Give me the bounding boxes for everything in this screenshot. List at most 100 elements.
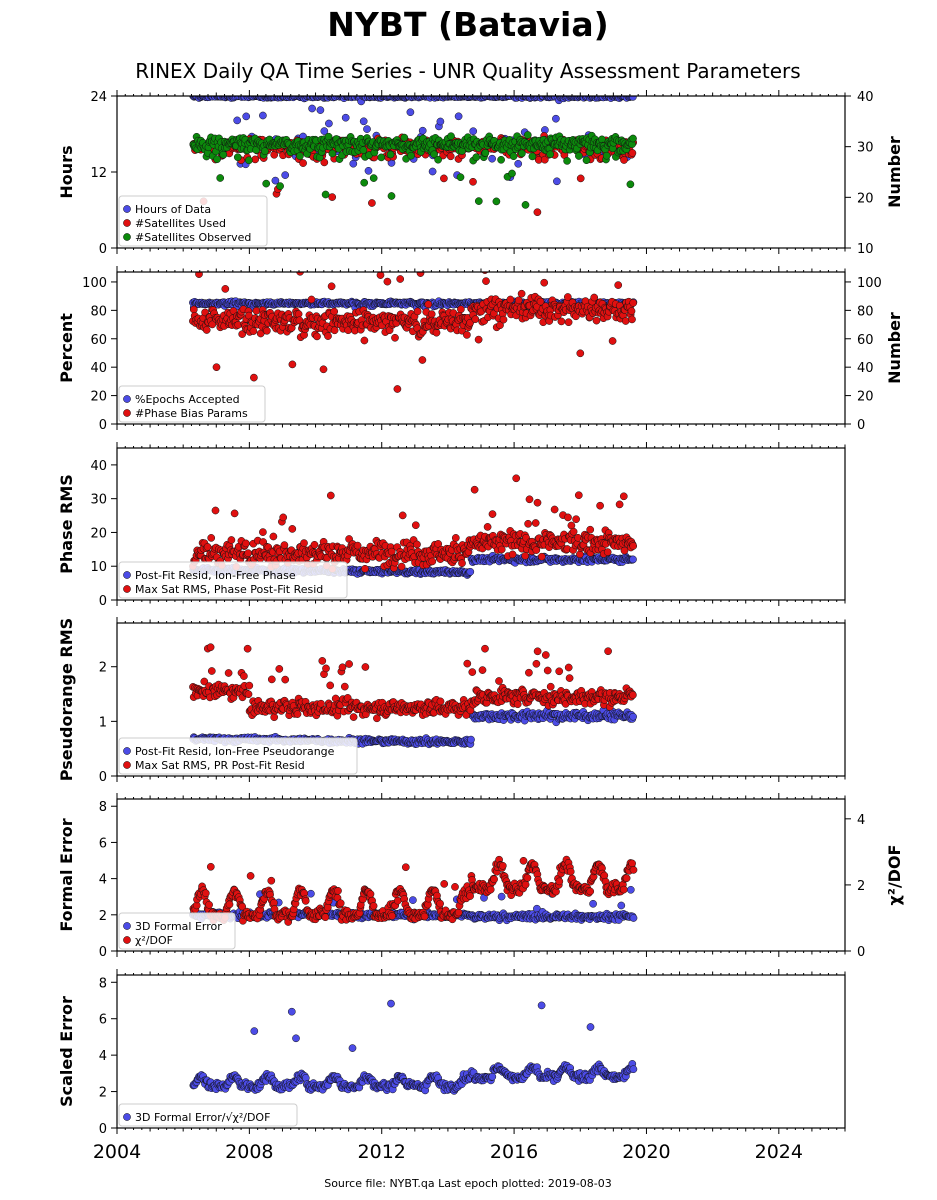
data-point xyxy=(398,511,407,520)
data-point xyxy=(629,299,638,307)
data-point xyxy=(586,525,595,534)
data-point xyxy=(469,177,477,186)
data-point xyxy=(523,131,532,139)
data-point xyxy=(615,500,624,509)
data-point xyxy=(576,174,585,183)
legend-label: %Epochs Accepted xyxy=(135,393,240,406)
data-point xyxy=(497,545,506,554)
data-point xyxy=(619,492,628,501)
data-point xyxy=(499,315,508,324)
data-point xyxy=(474,335,483,344)
data-point xyxy=(552,114,560,123)
data-point xyxy=(386,150,395,159)
data-point xyxy=(387,192,396,200)
series-2 xyxy=(189,244,638,393)
legend-marker xyxy=(123,409,131,417)
data-point xyxy=(353,541,362,550)
data-point xyxy=(318,657,327,665)
y2-tick-label: 30 xyxy=(857,141,874,156)
data-point xyxy=(472,153,481,162)
data-point xyxy=(629,134,637,143)
legend-label: Post-Fit Resid, Ion-Free Phase xyxy=(135,569,296,582)
data-point xyxy=(629,542,638,550)
data-point xyxy=(230,509,239,518)
data-point xyxy=(288,360,297,369)
data-point xyxy=(572,515,580,524)
legend-label: #Phase Bias Params xyxy=(135,407,248,420)
legend-label: Max Sat RMS, Phase Post-Fit Resid xyxy=(135,583,323,596)
data-point xyxy=(537,552,546,561)
y2-tick-label: 10 xyxy=(857,242,874,257)
data-point xyxy=(359,146,368,154)
y2-tick-label: 40 xyxy=(857,361,874,376)
data-point xyxy=(361,564,369,573)
data-point xyxy=(269,532,278,541)
data-point xyxy=(553,177,561,186)
data-point xyxy=(327,282,336,291)
data-point xyxy=(330,307,339,316)
data-point xyxy=(536,297,545,306)
data-point xyxy=(369,174,378,182)
y-tick-label: 12 xyxy=(90,166,107,181)
data-point xyxy=(518,149,526,158)
data-point xyxy=(627,307,636,315)
data-point xyxy=(574,491,583,500)
data-point xyxy=(259,528,267,536)
data-point xyxy=(345,660,353,668)
data-point xyxy=(326,491,335,500)
legend-label: #Satellites Used xyxy=(135,217,226,230)
y-axis-label: Hours xyxy=(57,145,76,198)
data-point xyxy=(532,546,541,554)
data-point xyxy=(391,333,399,342)
data-point xyxy=(325,119,333,128)
data-point xyxy=(575,152,583,160)
data-point xyxy=(531,519,540,527)
y-tick-label: 60 xyxy=(90,333,107,348)
data-point xyxy=(466,567,475,576)
data-point xyxy=(279,513,288,522)
legend-marker xyxy=(123,395,131,403)
data-point xyxy=(360,336,369,345)
data-point xyxy=(614,281,623,289)
data-point xyxy=(469,127,478,136)
data-point xyxy=(432,328,441,337)
data-point xyxy=(368,199,376,207)
data-point xyxy=(481,272,489,274)
data-point xyxy=(497,155,505,164)
data-point xyxy=(602,151,611,160)
data-point xyxy=(436,117,445,126)
data-point xyxy=(434,155,442,164)
data-point xyxy=(563,157,571,165)
data-point xyxy=(396,275,405,283)
data-point xyxy=(550,505,559,514)
x-axis xyxy=(116,442,846,606)
y2-axis-label: Number xyxy=(885,136,904,208)
data-point xyxy=(533,498,542,507)
data-point xyxy=(629,712,637,721)
y-tick-label: 20 xyxy=(90,390,107,405)
data-point xyxy=(628,149,637,157)
data-point xyxy=(324,332,332,340)
y-tick-label: 10 xyxy=(90,560,107,575)
data-point xyxy=(467,735,475,744)
data-point xyxy=(296,272,304,276)
data-point xyxy=(294,310,303,318)
data-point xyxy=(328,149,337,158)
data-point xyxy=(573,244,580,251)
data-point xyxy=(341,113,350,122)
data-point xyxy=(447,132,455,141)
data-point xyxy=(300,539,308,547)
data-point xyxy=(242,539,250,548)
legend-marker xyxy=(123,571,131,579)
y2-tick-label: 80 xyxy=(857,304,874,319)
data-point xyxy=(508,550,517,559)
data-point xyxy=(521,201,530,209)
data-layer xyxy=(189,643,637,749)
data-point xyxy=(206,643,215,652)
chart-panel-3: 0 10 20 30 40 Phase RMS Post-Fit Resid, Ion-Fr… xyxy=(57,442,846,609)
y-axis-label: Percent xyxy=(57,313,76,383)
data-point xyxy=(349,159,358,168)
y-axis-left: 0 12 24 Hours xyxy=(57,90,117,257)
